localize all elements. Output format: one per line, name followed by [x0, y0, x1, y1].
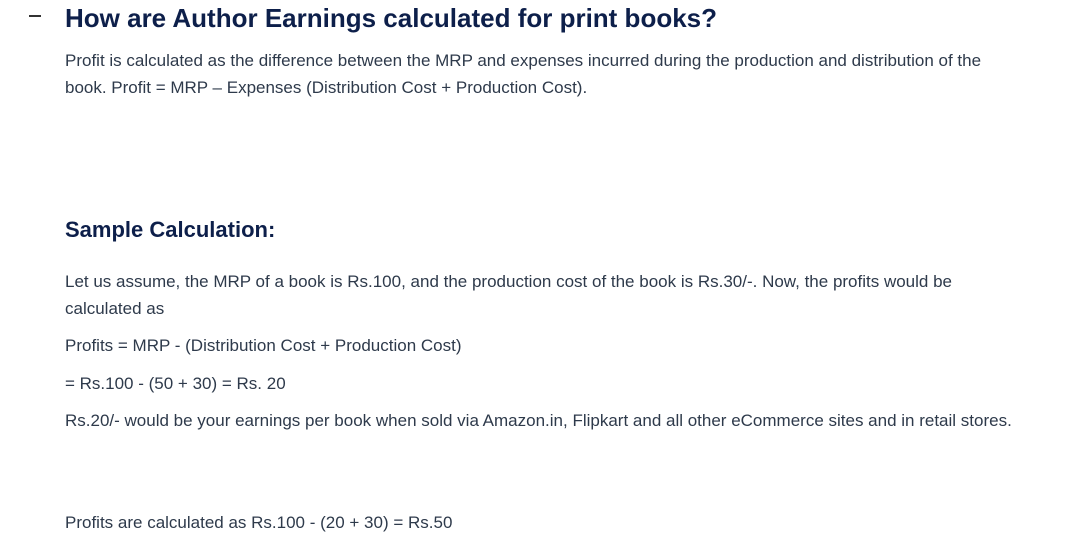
assumption-line: calculated as [65, 299, 165, 318]
intro-text: Profit is calculated as the difference b… [65, 47, 981, 101]
second-calculation-text: Profits are calculated as Rs.100 - (20 +… [65, 513, 453, 532]
assumption-text: Let us assume, the MRP of a book is Rs.1… [65, 268, 952, 322]
earnings-text: Rs.20/- would be your earnings per book … [65, 411, 1012, 430]
intro-line: book. Profit = MRP – Expenses (Distribut… [65, 78, 588, 97]
formula-text: Profits = MRP - (Distribution Cost + Pro… [65, 336, 462, 355]
collapse-icon[interactable] [29, 15, 41, 17]
assumption-line: Let us assume, the MRP of a book is Rs.1… [65, 272, 953, 291]
section-heading: Sample Calculation: [65, 217, 276, 242]
intro-line: Profit is calculated as the difference b… [65, 51, 982, 70]
calculation-text: = Rs.100 - (50 + 30) = Rs. 20 [65, 374, 286, 393]
page-title: How are Author Earnings calculated for p… [65, 3, 718, 33]
